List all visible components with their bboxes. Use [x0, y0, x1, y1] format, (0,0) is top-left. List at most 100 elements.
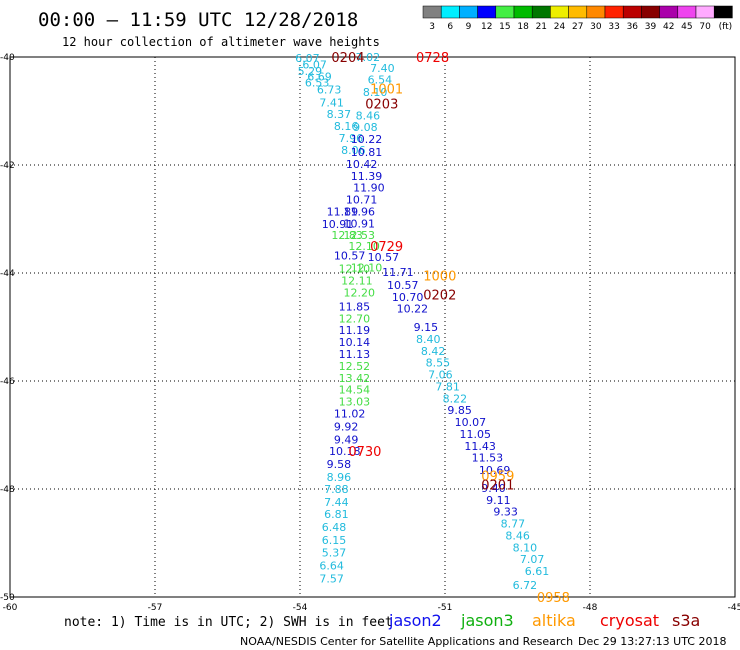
wave-height-label: 7.81: [435, 380, 460, 393]
wave-height-label: 9.49: [334, 433, 359, 446]
wave-height-label: 8.37: [327, 108, 352, 121]
wave-height-label: 11.71: [382, 266, 414, 279]
wave-height-label: 12.10: [351, 262, 383, 275]
wave-height-label: 10.91: [344, 217, 376, 230]
wave-height-label: 6.64: [319, 560, 344, 573]
grid-lines: [10, 57, 735, 597]
wave-height-label: 7.41: [319, 96, 344, 109]
pass-time-label: 0203: [365, 97, 398, 112]
wave-height-label: 9.08: [353, 121, 378, 134]
wave-height-label: 11.89: [327, 205, 359, 218]
satellite-jason3: jason3: [460, 611, 514, 630]
wave-height-label: 11.85: [339, 300, 371, 313]
wave-height-label: 8.16: [334, 120, 359, 133]
wave-height-label: 5.29: [298, 65, 323, 78]
satellite-legend: jason2 jason3 altika cryosat s3a: [388, 611, 700, 630]
axis-labels: -60 -57 -54 -51 -48 -45 -50 -48 -46 -44 -42 -40: [0, 53, 740, 613]
colorbar-swatch: [440, 5, 460, 19]
wave-height-label: 9.11: [486, 494, 511, 507]
pass-time-label: 0730: [348, 445, 381, 460]
y-tick-label: -44: [0, 269, 15, 279]
y-tick-label: -40: [0, 53, 15, 63]
colorbar-tick-label: 39: [645, 22, 657, 32]
colorbar-swatch: [477, 5, 497, 19]
pass-time-label: 0202: [423, 289, 456, 304]
colorbar-swatch: [659, 5, 679, 19]
wave-height-label: 6.61: [525, 565, 550, 578]
colorbar-tick-label: 33: [608, 22, 619, 32]
colorbar-swatch: [695, 5, 715, 19]
pass-time-label: 0729: [370, 240, 403, 255]
wave-height-label: 8.55: [426, 357, 451, 370]
colorbar-swatch: [568, 5, 588, 19]
wave-height-label: 10.22: [397, 303, 429, 316]
wave-height-label: 14.54: [339, 384, 371, 397]
wave-height-label: 11.53: [472, 452, 504, 465]
wave-height-label: 6.81: [324, 508, 349, 521]
wave-height-label: 8.10: [363, 86, 388, 99]
colorbar-swatch: [641, 5, 660, 19]
plot-area: [9, 56, 736, 598]
wave-height-label: 10.22: [351, 133, 383, 146]
colorbar-tick-label: 18: [517, 22, 529, 32]
colorbar-swatch: [459, 5, 478, 19]
colorbar-tick-label: 42: [663, 22, 674, 32]
wave-height-label: 10.57: [368, 251, 400, 264]
satellite-s3a: s3a: [672, 611, 700, 630]
wave-height-label: 12.20: [344, 286, 376, 299]
wave-height-label: 9.85: [447, 404, 472, 417]
chart-subtitle: 12 hour collection of altimeter wave hei…: [62, 35, 380, 49]
x-tick-label: -45: [728, 603, 740, 613]
wave-height-label: 10.57: [334, 250, 366, 263]
wave-height-label: 11.96: [344, 205, 376, 218]
wave-height-label: 11.39: [351, 170, 383, 183]
wave-height-label: 9.58: [327, 458, 352, 471]
colorbar-tick-label: 15: [499, 22, 510, 32]
wave-height-label: 8.46: [356, 109, 381, 122]
colorbar-swatch: [604, 5, 624, 19]
wave-height-label: 8.40: [416, 333, 441, 346]
wave-height-label: 8.77: [501, 518, 526, 531]
pass-time-label: 0958: [537, 591, 570, 606]
wave-height-label: 10.18: [329, 445, 361, 458]
wave-height-label: 11.43: [464, 440, 496, 453]
wave-height-label: 12.10: [339, 263, 371, 276]
colorbar-swatch: [713, 5, 733, 19]
colorbar-swatch: [531, 5, 551, 19]
wave-height-label: 6.48: [322, 521, 347, 534]
x-tick-label: -48: [583, 603, 598, 613]
wave-height-label: 10.69: [479, 464, 511, 477]
pass-time-label: 0204: [331, 51, 364, 66]
y-tick-label: -50: [0, 593, 15, 603]
colorbar-legend: 3 6 9 12 15 18 21 24 27 30 33 36 39 42 45 70 (ft): [422, 5, 733, 32]
footer-note: note: 1) Time is in UTC; 2) SWH is in fe…: [64, 615, 393, 630]
wave-height-label: 8.22: [443, 392, 468, 405]
wave-height-label: 12.83: [331, 229, 363, 242]
colorbar-tick-label: 9: [466, 22, 472, 32]
wave-height-label: 6.73: [317, 83, 342, 96]
wave-height-label: 12.53: [344, 229, 376, 242]
wave-height-label: 8.96: [327, 471, 352, 484]
wave-height-label: 11.02: [334, 407, 366, 420]
satellite-altika: altika: [532, 611, 576, 630]
colorbar-swatch: [622, 5, 642, 19]
pass-time-label: 0201: [481, 479, 514, 494]
wave-height-label: 6.69: [307, 70, 332, 83]
colorbar-tick-label: 30: [590, 22, 602, 32]
wave-height-label: 6.72: [513, 579, 538, 592]
wave-height-label: 12.52: [339, 360, 371, 373]
wave-height-label: 10.07: [455, 416, 487, 429]
colorbar-unit: (ft): [719, 22, 733, 32]
pass-time-label: 0728: [416, 51, 449, 66]
colorbar-tick-label: 3: [429, 22, 435, 32]
footer-credit: NOAA/NESDIS Center for Satellite Applica…: [240, 635, 573, 648]
wave-height-label: 6.54: [368, 74, 393, 87]
x-tick-label: -57: [148, 603, 163, 613]
wave-height-label: 8.06: [341, 144, 366, 157]
wave-height-label: 7.44: [324, 496, 349, 509]
wave-height-label: 7.02: [356, 51, 381, 64]
pass-time-label: 0959: [481, 470, 514, 485]
colorbar-swatch: [513, 5, 533, 19]
wave-height-label: 9.15: [414, 321, 439, 334]
